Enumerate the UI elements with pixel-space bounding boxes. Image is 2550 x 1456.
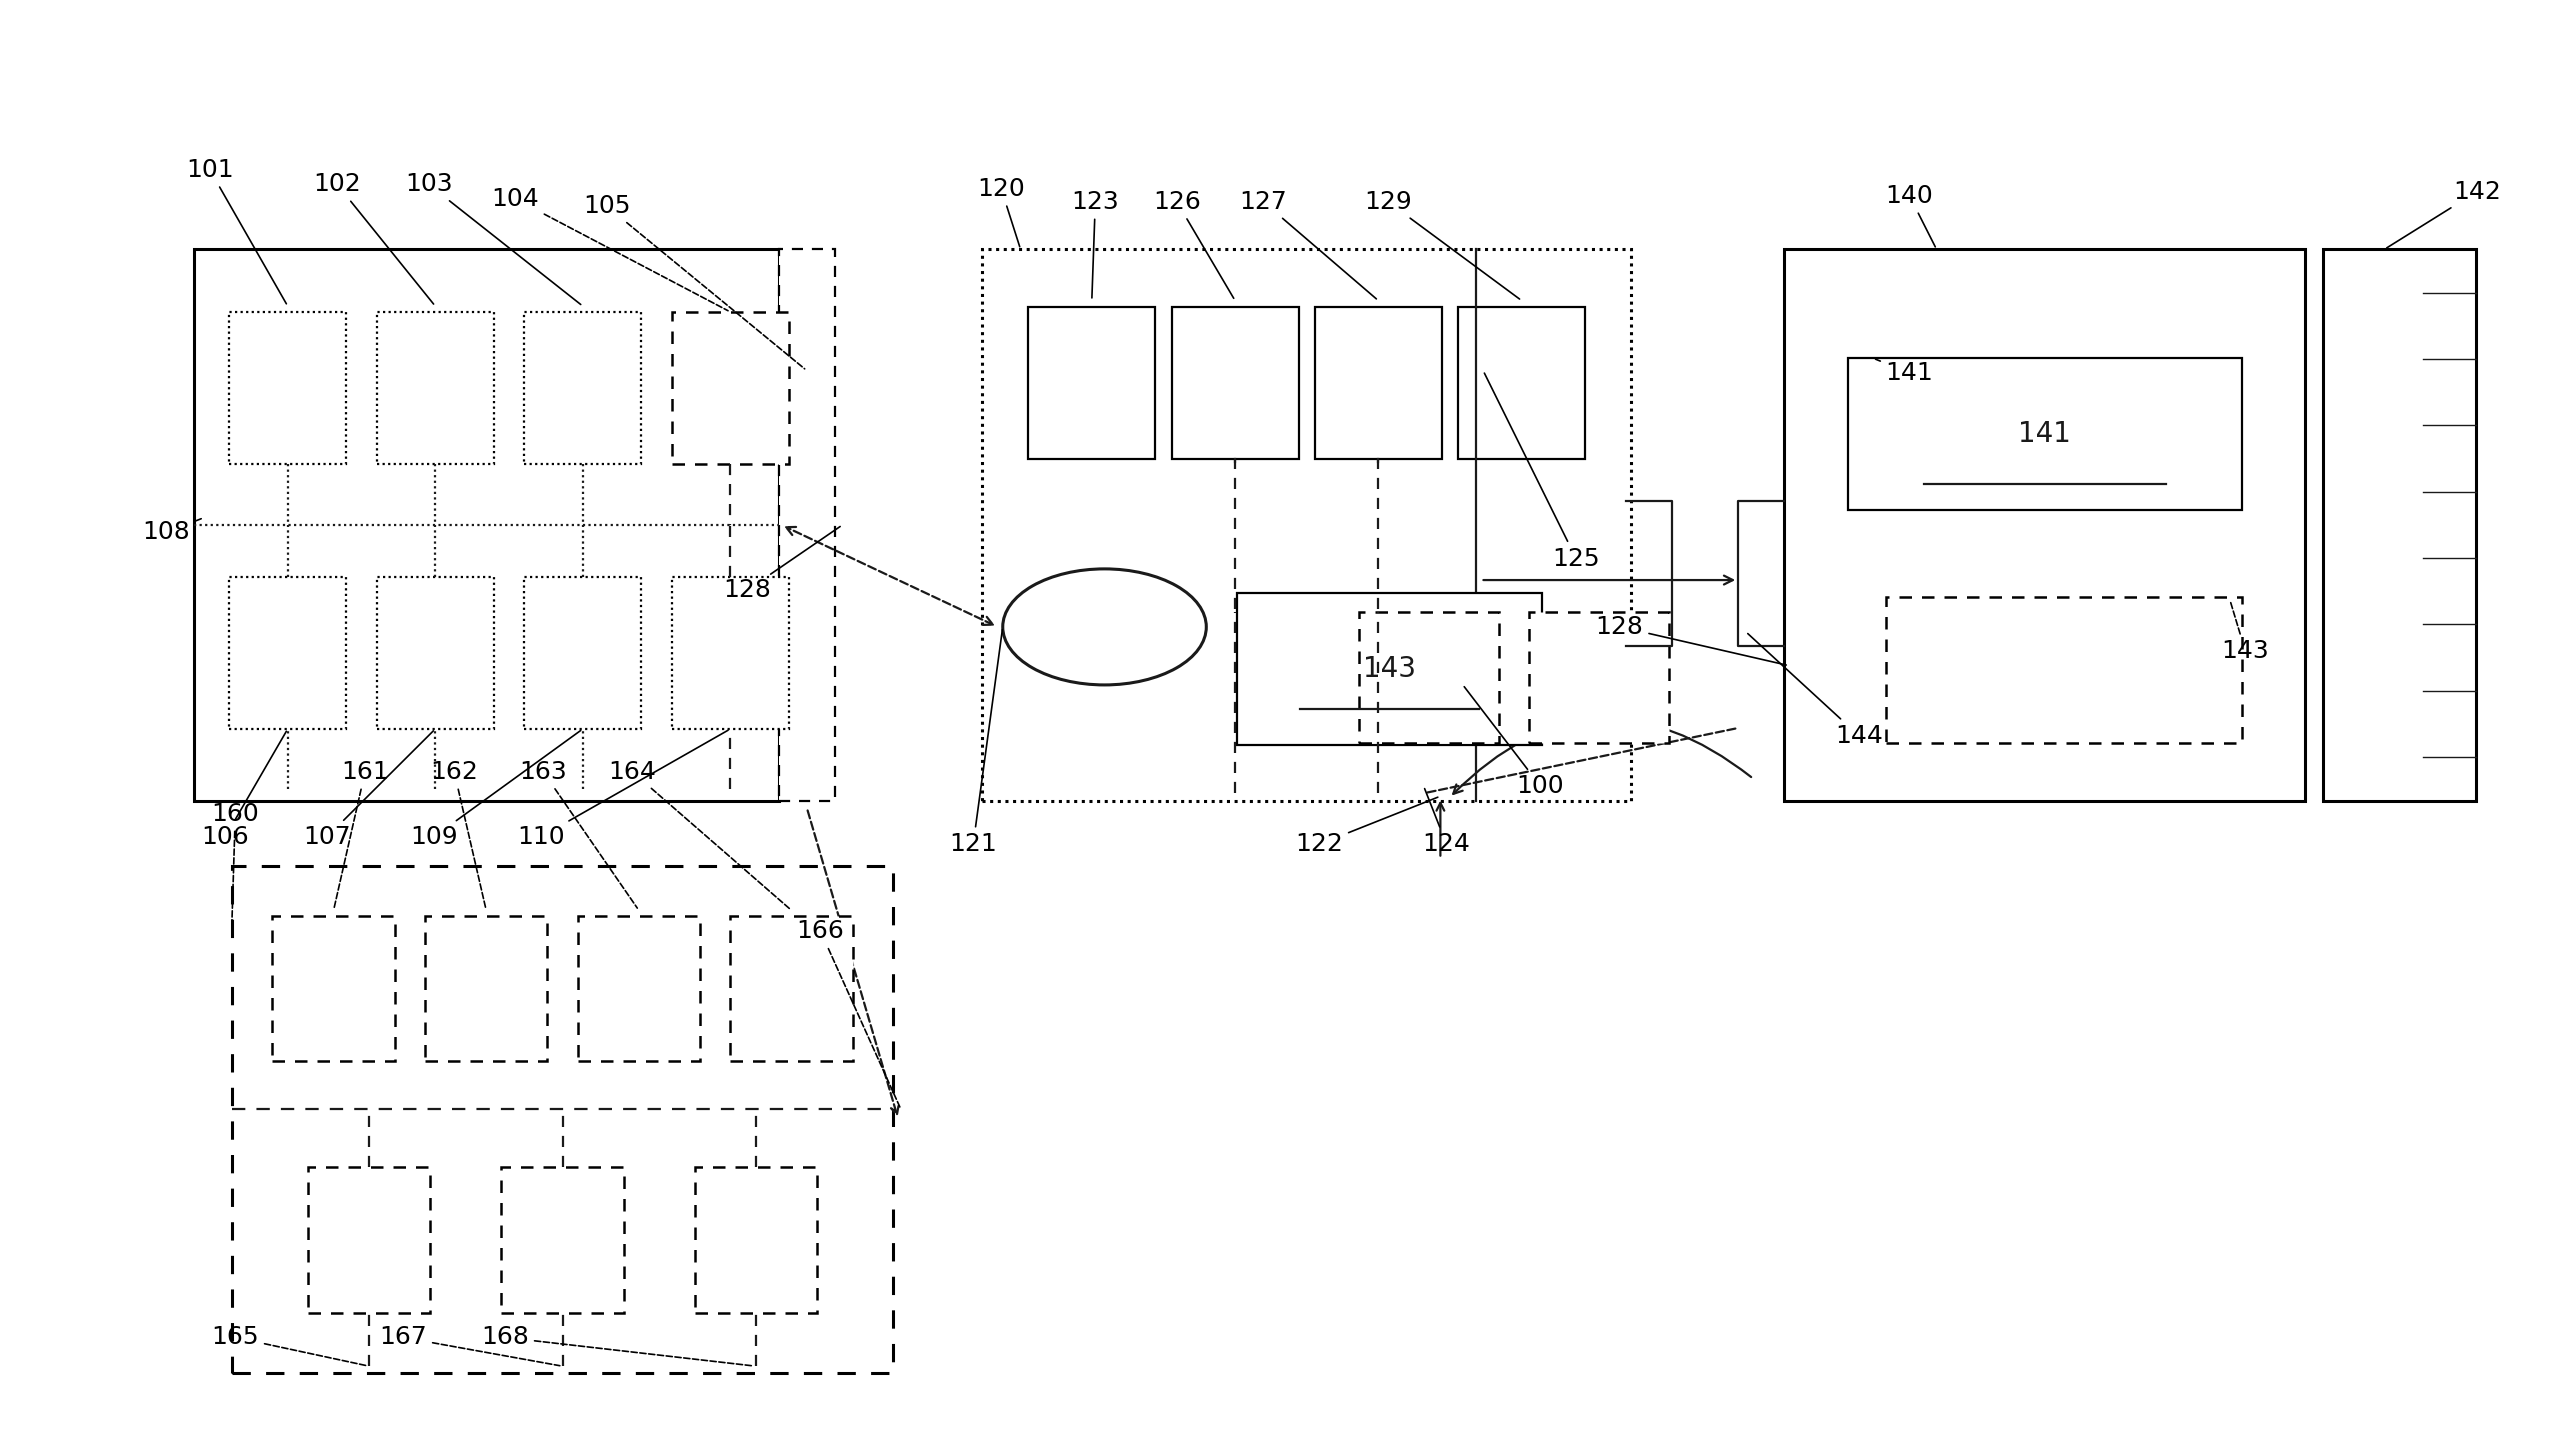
Text: 162: 162 bbox=[431, 760, 484, 907]
Bar bbox=[778, 249, 834, 801]
Text: 161: 161 bbox=[334, 760, 390, 907]
Bar bbox=[729, 916, 852, 1061]
Bar bbox=[502, 1168, 625, 1312]
Bar bbox=[694, 1168, 816, 1312]
Bar bbox=[1884, 597, 2241, 743]
Text: 142: 142 bbox=[2387, 179, 2502, 248]
Bar bbox=[377, 312, 495, 464]
Bar bbox=[232, 866, 892, 1373]
Text: 102: 102 bbox=[314, 172, 434, 304]
Text: 126: 126 bbox=[1153, 189, 1234, 298]
Text: 167: 167 bbox=[380, 1325, 561, 1366]
Bar bbox=[1359, 612, 1499, 743]
Bar bbox=[1316, 307, 1443, 459]
Text: 104: 104 bbox=[492, 186, 729, 310]
Bar bbox=[1237, 593, 1543, 745]
Text: 163: 163 bbox=[520, 760, 638, 909]
Bar bbox=[673, 577, 788, 729]
Text: 106: 106 bbox=[201, 731, 286, 849]
Bar bbox=[426, 916, 548, 1061]
Bar bbox=[309, 1168, 431, 1312]
Text: 168: 168 bbox=[482, 1325, 752, 1366]
Bar bbox=[1530, 612, 1670, 743]
Text: 141: 141 bbox=[1874, 360, 1933, 384]
Bar bbox=[1849, 358, 2241, 511]
Text: 128: 128 bbox=[722, 527, 839, 603]
Text: 160: 160 bbox=[212, 802, 260, 925]
Text: 124: 124 bbox=[1423, 789, 1471, 856]
Bar bbox=[673, 312, 788, 464]
Text: 164: 164 bbox=[609, 760, 790, 909]
Bar bbox=[1028, 307, 1155, 459]
Bar bbox=[525, 577, 643, 729]
Bar bbox=[1459, 307, 1586, 459]
Text: 103: 103 bbox=[405, 172, 581, 304]
Text: 120: 120 bbox=[977, 176, 1025, 246]
Text: 101: 101 bbox=[186, 157, 286, 304]
Text: 121: 121 bbox=[949, 629, 1002, 856]
Text: 125: 125 bbox=[1484, 373, 1599, 571]
Text: 143: 143 bbox=[2221, 600, 2270, 664]
Bar bbox=[1785, 249, 2305, 801]
Text: 123: 123 bbox=[1071, 189, 1119, 298]
Text: 127: 127 bbox=[1239, 189, 1377, 298]
Text: 100: 100 bbox=[1464, 687, 1563, 798]
Bar bbox=[194, 249, 778, 801]
Bar bbox=[525, 312, 643, 464]
Text: 110: 110 bbox=[518, 731, 729, 849]
Bar bbox=[982, 249, 1632, 801]
Text: 109: 109 bbox=[411, 731, 581, 849]
Bar bbox=[230, 577, 347, 729]
Text: 144: 144 bbox=[1747, 633, 1882, 747]
Text: 141: 141 bbox=[2017, 421, 2071, 448]
Text: 108: 108 bbox=[143, 518, 201, 545]
Bar bbox=[579, 916, 699, 1061]
Text: 143: 143 bbox=[1364, 655, 1415, 683]
Text: 107: 107 bbox=[303, 731, 434, 849]
Bar bbox=[273, 916, 395, 1061]
Text: 165: 165 bbox=[212, 1325, 367, 1366]
Text: 122: 122 bbox=[1295, 798, 1438, 856]
Text: 129: 129 bbox=[1364, 189, 1520, 298]
Text: 140: 140 bbox=[1884, 183, 1935, 248]
Bar bbox=[1170, 307, 1298, 459]
Bar bbox=[377, 577, 495, 729]
Text: 105: 105 bbox=[584, 194, 806, 368]
Bar bbox=[230, 312, 347, 464]
Bar bbox=[2323, 249, 2476, 801]
Text: 166: 166 bbox=[796, 919, 900, 1107]
Text: 128: 128 bbox=[1596, 614, 1785, 665]
